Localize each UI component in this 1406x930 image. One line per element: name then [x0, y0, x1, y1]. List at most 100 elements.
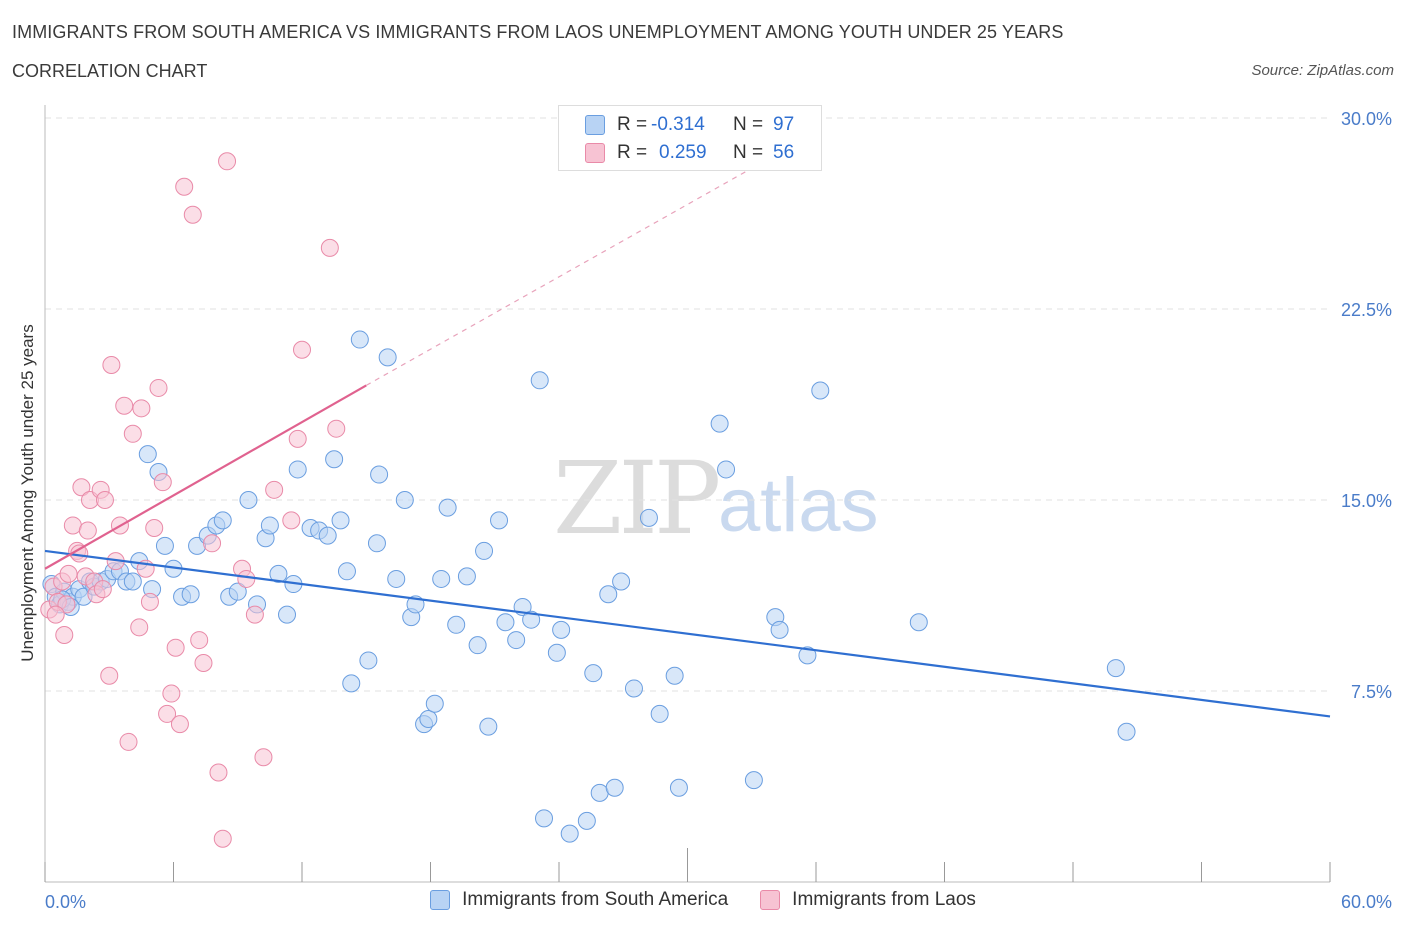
data-point-south-america — [507, 631, 526, 650]
data-point-laos — [166, 638, 185, 657]
legend-n-value: 97 — [773, 114, 795, 135]
trend-extension-laos — [365, 155, 774, 386]
trend-lines — [44, 155, 1331, 718]
legend-item-south-america: Immigrants from South America — [430, 889, 728, 911]
x-tick-label: 0.0% — [45, 892, 86, 912]
data-point-laos — [119, 732, 138, 751]
legend-row-laos: R = 0.259 N = 56 — [585, 140, 794, 166]
series-legend: Immigrants from South America Immigrants… — [0, 889, 1406, 911]
data-point-south-america — [560, 824, 579, 843]
data-point-south-america — [535, 809, 554, 828]
data-point-laos — [293, 340, 311, 359]
legend-swatch-blue — [585, 115, 605, 135]
data-point-laos — [245, 605, 264, 624]
data-point-south-america — [438, 498, 457, 517]
legend-n-label: N = — [733, 114, 764, 135]
data-point-south-america — [770, 620, 789, 639]
data-point-south-america — [468, 636, 487, 655]
data-point-south-america — [123, 572, 142, 591]
data-point-south-america — [278, 605, 297, 624]
data-point-laos — [140, 592, 159, 611]
series-south-america-points — [42, 330, 1136, 843]
legend-swatch-pink — [760, 890, 781, 910]
data-point-south-america — [213, 511, 232, 530]
data-point-laos — [123, 424, 142, 443]
data-point-laos — [194, 653, 213, 672]
data-point-south-america — [318, 526, 337, 545]
data-point-south-america — [475, 541, 494, 560]
data-point-south-america — [909, 613, 928, 632]
data-point-laos — [72, 478, 91, 497]
data-point-south-america — [325, 450, 344, 469]
data-point-south-america — [710, 414, 729, 433]
data-point-laos — [237, 569, 256, 588]
data-point-south-america — [419, 710, 438, 729]
chart-title: IMMIGRANTS FROM SOUTH AMERICA VS IMMIGRA… — [12, 22, 1064, 42]
legend-swatch-pink — [585, 143, 605, 163]
data-point-south-america — [605, 778, 624, 797]
data-point-south-america — [496, 613, 515, 632]
legend-n-value: 56 — [773, 142, 795, 163]
data-point-south-america — [155, 536, 174, 555]
data-point-laos — [203, 534, 222, 553]
data-point-laos — [100, 666, 119, 685]
data-point-laos — [55, 625, 74, 644]
trend-line-south-america — [44, 549, 1331, 718]
y-tick-label: 22.5% — [1341, 300, 1392, 320]
data-point-laos — [59, 564, 78, 583]
data-point-south-america — [228, 582, 247, 601]
data-point-south-america — [717, 460, 736, 479]
data-point-laos — [102, 356, 121, 375]
legend-item-laos: Immigrants from Laos — [760, 889, 976, 911]
data-point-south-america — [1106, 659, 1125, 678]
y-tick-label: 15.0% — [1341, 491, 1392, 511]
y-axis-label: Unemployment Among Youth under 25 years — [18, 324, 37, 661]
y-tick-label: 7.5% — [1351, 682, 1392, 702]
data-point-laos — [170, 715, 189, 734]
data-point-south-america — [260, 516, 279, 535]
data-point-laos — [162, 684, 181, 703]
legend-r-value: -0.314 — [651, 114, 705, 135]
data-point-south-america — [490, 511, 509, 530]
data-point-laos — [130, 618, 149, 637]
data-point-south-america — [138, 445, 157, 464]
legend-label: Immigrants from South America — [462, 889, 729, 910]
data-point-south-america — [239, 491, 258, 509]
data-point-south-america — [744, 771, 763, 790]
grid-lines — [45, 117, 1330, 692]
data-point-laos — [95, 491, 114, 509]
data-point-laos — [265, 480, 284, 499]
data-point-laos — [282, 511, 301, 530]
data-point-laos — [183, 205, 202, 224]
data-point-laos — [213, 829, 232, 848]
data-point-south-america — [1117, 722, 1136, 741]
legend-r-label: R = — [617, 114, 648, 135]
data-point-south-america — [387, 569, 406, 588]
data-point-laos — [78, 521, 97, 540]
watermark-zip: ZIP — [553, 440, 721, 557]
data-point-south-america — [798, 646, 817, 665]
data-point-south-america — [350, 330, 369, 349]
data-point-south-america — [378, 348, 397, 367]
data-point-south-america — [639, 508, 658, 527]
axes — [44, 105, 1331, 883]
data-point-south-america — [447, 615, 466, 634]
data-point-south-america — [432, 569, 451, 588]
data-point-south-america — [577, 811, 596, 830]
data-point-laos — [115, 396, 134, 415]
data-point-laos — [158, 704, 177, 723]
data-point-laos — [145, 519, 164, 538]
data-point-laos — [63, 516, 82, 535]
data-point-south-america — [457, 567, 476, 586]
chart-subtitle: CORRELATION CHART — [12, 61, 208, 81]
data-point-south-america — [669, 778, 688, 797]
data-point-south-america — [547, 643, 566, 662]
data-point-south-america — [367, 534, 386, 553]
data-point-south-america — [342, 674, 361, 693]
data-point-laos — [153, 473, 172, 492]
data-point-laos — [132, 399, 151, 418]
data-point-south-america — [425, 694, 444, 713]
watermark-atlas: atlas — [718, 463, 879, 548]
data-point-south-america — [665, 666, 684, 685]
